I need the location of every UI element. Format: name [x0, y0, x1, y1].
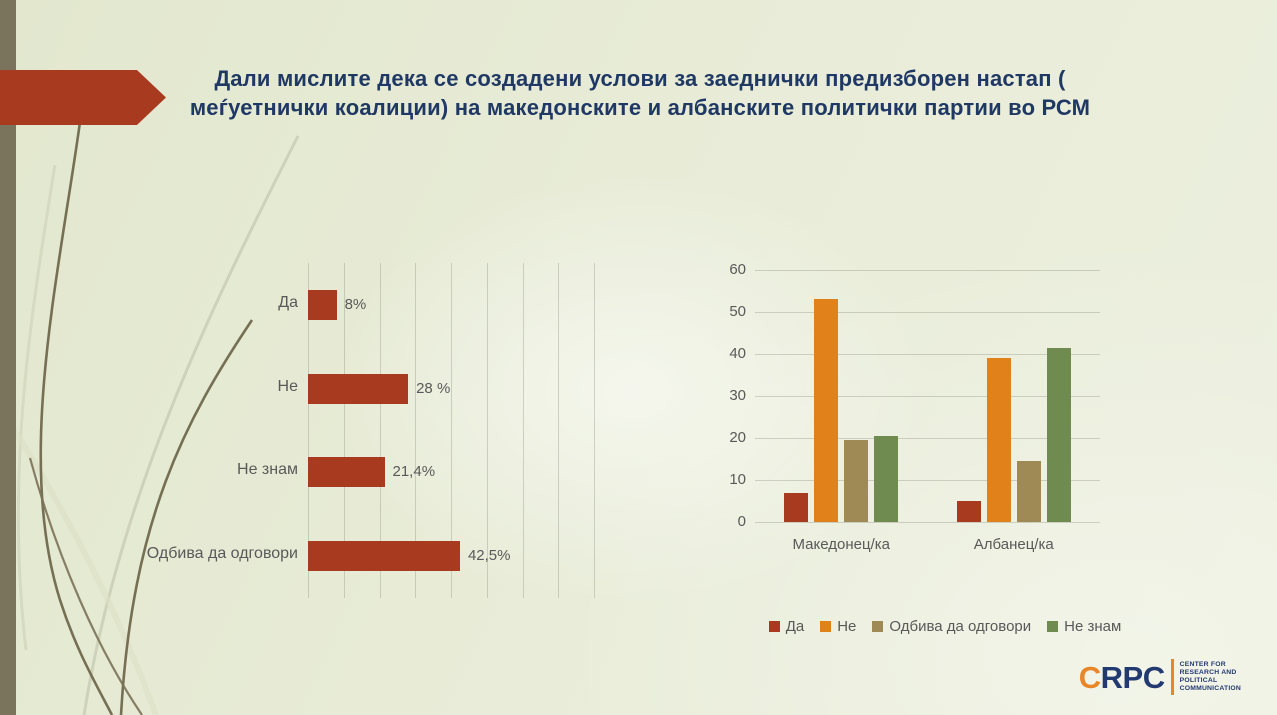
bar — [308, 289, 337, 320]
bar — [814, 299, 839, 522]
legend-swatch — [1047, 621, 1059, 632]
gridline — [379, 263, 381, 598]
category-label: Не — [277, 377, 298, 395]
value-label: 42,5% — [467, 547, 511, 565]
legend-item: Одбива да одговори — [872, 618, 1031, 635]
legend-swatch — [820, 621, 832, 632]
legend-label: Не знам — [1064, 618, 1122, 635]
gridline — [755, 270, 1100, 271]
crpc-logo-text-line: CENTER FOR — [1179, 661, 1226, 669]
y-tick-label: 50 — [729, 303, 746, 320]
bar — [308, 373, 409, 404]
y-tick-label: 30 — [729, 387, 746, 404]
legend-label: Одбива да одговори — [889, 618, 1032, 635]
category-label: Не знам — [237, 461, 298, 479]
bar — [844, 440, 869, 522]
gridline — [755, 480, 1100, 481]
x-category-label: Македонец/ка — [792, 536, 890, 553]
value-label: 28 % — [416, 379, 451, 397]
gridline — [594, 263, 595, 598]
gridline — [755, 396, 1100, 397]
legend-swatch — [872, 621, 884, 632]
legend-item: Да — [768, 618, 805, 635]
legend-item: Не знам — [1047, 618, 1121, 635]
value-label: 21,4% — [392, 463, 436, 481]
title-arrow-accent — [0, 70, 166, 125]
gridline — [755, 522, 1100, 523]
crpc-logo-divider — [1170, 659, 1174, 695]
bar — [874, 435, 899, 522]
bar — [1046, 347, 1071, 522]
category-label: Да — [278, 293, 298, 311]
legend-swatch — [768, 621, 780, 632]
slide-title: Дали мислите дека се создадени услови за… — [165, 64, 1115, 122]
y-tick-label: 0 — [737, 513, 746, 530]
bar — [1016, 461, 1041, 522]
bar — [308, 457, 385, 488]
gridline — [755, 354, 1100, 355]
bar — [308, 541, 460, 572]
gridline — [755, 438, 1100, 439]
slide-title-line2: меѓуетнички коалиции) на македонските и … — [189, 95, 1091, 121]
crpc-logo-text: CENTER FOR RESEARCH AND POLITICAL COMMUN… — [1180, 661, 1241, 692]
gridline — [415, 263, 417, 598]
slide-title-line1: Дали мислите дека се создадени услови за… — [214, 66, 1066, 91]
crpc-logo-letter-c: C — [1078, 659, 1101, 695]
crpc-logo-text-line: COMMUNICATION — [1179, 684, 1241, 692]
y-tick-label: 20 — [729, 429, 746, 446]
gridline — [558, 263, 560, 598]
gridline — [755, 312, 1100, 313]
crpc-logo-acronym: CRPC — [1079, 662, 1165, 693]
bar — [956, 501, 981, 522]
y-tick-label: 60 — [729, 261, 746, 278]
gridline — [522, 263, 524, 598]
bar — [986, 358, 1011, 522]
gridline — [486, 263, 488, 598]
gridline — [451, 263, 452, 598]
bar — [784, 492, 809, 522]
gridline — [308, 263, 309, 598]
crpc-logo-text-line: RESEARCH AND — [1179, 669, 1237, 677]
crpc-logo-text-line: POLITICAL — [1179, 677, 1218, 684]
y-tick-label: 40 — [729, 345, 746, 362]
left-accent-bar — [0, 0, 16, 715]
crpc-logo: CRPC CENTER FOR RESEARCH AND POLITICAL C… — [1079, 659, 1241, 695]
gridline — [343, 263, 345, 598]
crpc-logo-letters-rpc: RPC — [1100, 659, 1165, 695]
legend-label: Да — [785, 618, 805, 635]
y-tick-label: 10 — [729, 471, 746, 488]
legend-item: Не — [820, 618, 856, 635]
x-category-label: Албанец/ка — [973, 536, 1054, 553]
chart-legend: Да Не Одбива да одговори Не знам — [700, 618, 1190, 635]
category-label: Одбива да одговори — [146, 545, 298, 563]
value-label: 8% — [344, 295, 367, 313]
legend-label: Не — [837, 618, 857, 635]
